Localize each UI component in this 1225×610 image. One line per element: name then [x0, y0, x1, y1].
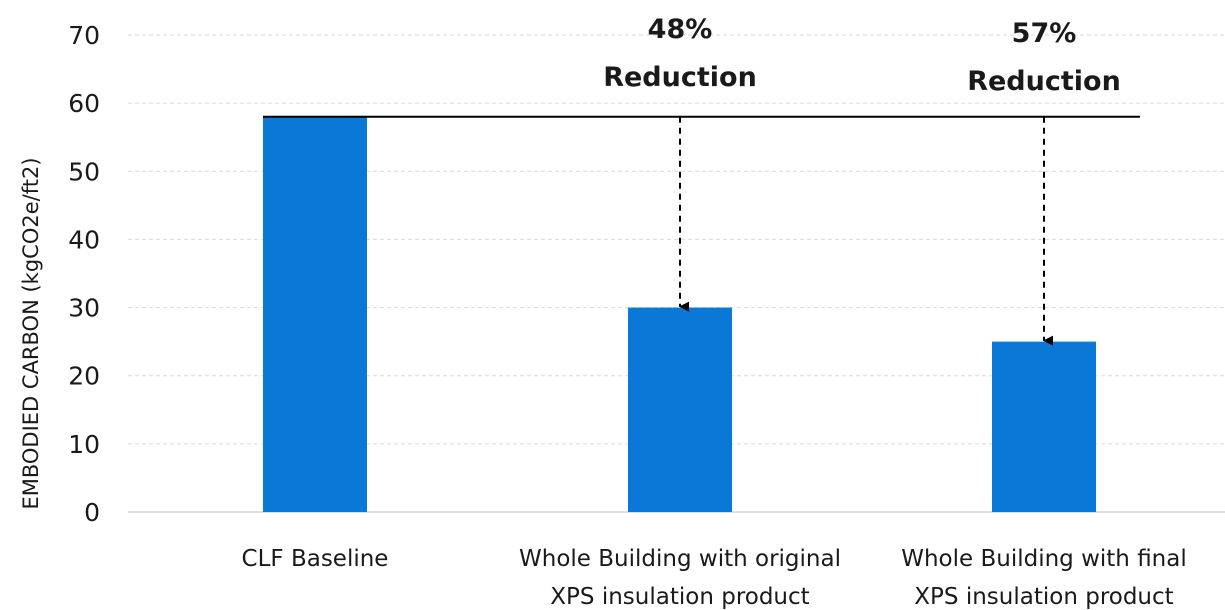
y-axis-title: EMBODIED CARBON (kgCO2e/ft2) — [19, 157, 43, 509]
y-tick-label-10: 10 — [68, 430, 100, 459]
x-category-label-2: Whole Building with original XPS insulati… — [519, 546, 841, 610]
reference-line-group — [263, 115, 1140, 346]
reduction-annotations: 48% Reduction 57% Reduction — [603, 14, 1121, 97]
y-tick-label-50: 50 — [68, 157, 100, 186]
annotation-1-percent: 48% — [648, 14, 713, 45]
annotation-2-percent: 57% — [1012, 18, 1077, 49]
annotation-2-label: Reduction — [967, 66, 1121, 97]
y-tick-label-0: 0 — [84, 498, 100, 527]
y-tick-label-20: 20 — [68, 362, 100, 391]
y-tick-label-40: 40 — [68, 225, 100, 254]
y-tick-label-70: 70 — [68, 21, 100, 50]
bar-1 — [263, 116, 367, 513]
y-axis-ticks: 0 10 20 30 40 50 60 70 — [68, 21, 100, 527]
bar-3 — [992, 341, 1096, 512]
y-tick-label-60: 60 — [68, 89, 100, 118]
bars — [263, 116, 1096, 513]
x-category-label-1: CLF Baseline — [242, 546, 389, 572]
bar-2 — [628, 307, 732, 512]
x-axis-categories: CLF Baseline Whole Building with original… — [242, 546, 1187, 610]
x-category-label-3: Whole Building with final XPS insulation … — [901, 546, 1187, 610]
y-tick-label-30: 30 — [68, 294, 100, 323]
annotation-1-label: Reduction — [603, 62, 757, 93]
